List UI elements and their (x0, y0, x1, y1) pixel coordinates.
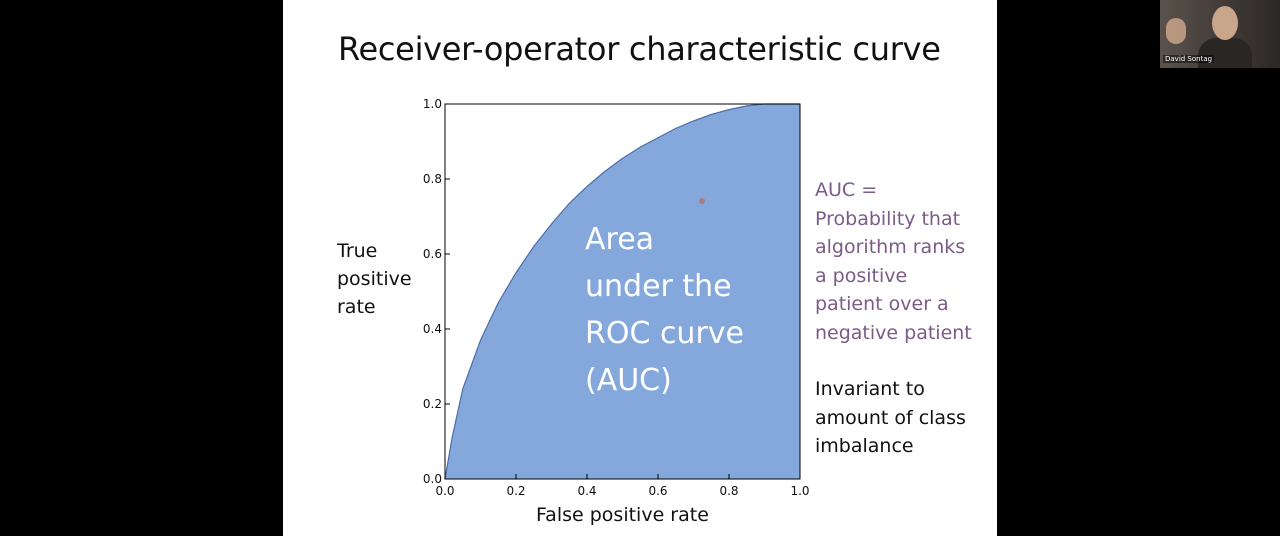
y-axis-label: True positive rate (337, 237, 412, 321)
webcam-head (1212, 6, 1238, 40)
roc-curve-line (444, 103, 800, 480)
area-label-line: under the (585, 269, 732, 304)
area-label-line: ROC curve (585, 316, 744, 351)
slide-title: Receiver-operator characteristic curve (338, 30, 941, 68)
x-tick-label: 1.0 (790, 484, 809, 498)
roc-chart: 0.0 0.2 0.4 0.6 0.8 1.0 0.0 0.2 0.4 0.6 0.8 1.0 (423, 97, 810, 498)
note-line: AUC = (815, 179, 878, 201)
y-tick-label: 0.2 (423, 397, 442, 411)
webcam-name-label: David Sontag (1163, 55, 1215, 63)
note-line: imbalance (815, 435, 914, 457)
y-tick-label: 0.6 (423, 247, 442, 261)
x-tick-label: 0.4 (577, 484, 596, 498)
x-tick-label: 0.6 (648, 484, 667, 498)
y-tick-label: 0.8 (423, 172, 442, 186)
y-tick-label: 0.4 (423, 322, 442, 336)
slide: Receiver-operator characteristic curve 0… (283, 0, 997, 536)
x-axis-label: False positive rate (536, 504, 709, 526)
x-tick-label: 0.8 (719, 484, 738, 498)
laser-pointer-dot (699, 198, 705, 204)
area-label-line: Area (585, 222, 655, 257)
y-axis-label-line: rate (337, 296, 376, 318)
note-line: patient over a (815, 293, 949, 315)
webcam-body (1198, 38, 1252, 68)
y-axis-label-line: positive (337, 268, 412, 290)
note-line: Invariant to (815, 378, 925, 400)
y-tick-label: 1.0 (423, 97, 442, 111)
note-line: Probability that (815, 207, 961, 230)
note-line: negative patient (815, 321, 972, 344)
auc-area-fill (445, 104, 800, 479)
auc-definition-note: AUC = Probability that algorithm ranks a… (815, 176, 972, 347)
note-line: a positive (815, 264, 908, 287)
area-label: Area under the ROC curve (AUC) (585, 216, 744, 404)
y-tick-label: 0.0 (423, 472, 442, 486)
x-tick-label: 0.2 (506, 484, 525, 498)
area-label-line: (AUC) (585, 363, 672, 398)
y-axis-label-line: True (337, 240, 378, 262)
note-line: algorithm ranks (815, 236, 966, 258)
x-tick-label: 0.0 (435, 484, 454, 498)
webcam-thumbnail[interactable]: David Sontag (1160, 0, 1280, 68)
plot-frame (444, 103, 801, 480)
note-line: amount of class (815, 406, 966, 429)
webcam-hand (1166, 18, 1186, 44)
invariance-note: Invariant to amount of class imbalance (815, 375, 966, 461)
